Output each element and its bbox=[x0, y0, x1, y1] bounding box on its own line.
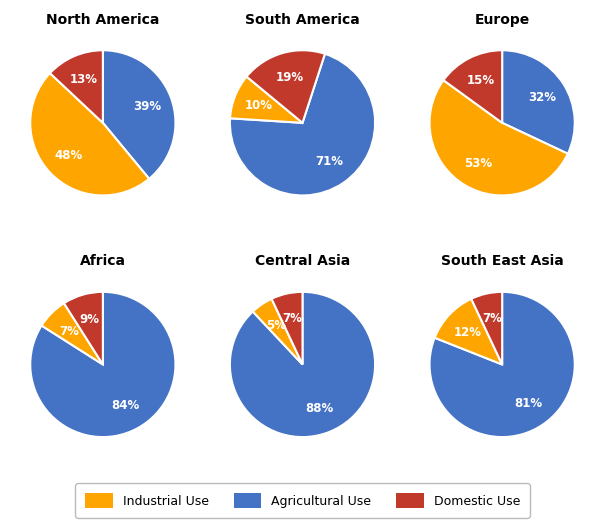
Text: 53%: 53% bbox=[464, 157, 492, 170]
Text: 15%: 15% bbox=[466, 74, 495, 88]
Wedge shape bbox=[247, 50, 325, 123]
Wedge shape bbox=[42, 303, 103, 365]
Text: 13%: 13% bbox=[70, 73, 98, 86]
Legend: Industrial Use, Agricultural Use, Domestic Use: Industrial Use, Agricultural Use, Domest… bbox=[75, 483, 530, 518]
Text: 5%: 5% bbox=[266, 319, 286, 332]
Text: 88%: 88% bbox=[306, 402, 334, 415]
Wedge shape bbox=[103, 50, 175, 179]
Wedge shape bbox=[443, 50, 502, 123]
Wedge shape bbox=[64, 292, 103, 365]
Wedge shape bbox=[253, 299, 302, 365]
Text: 39%: 39% bbox=[133, 101, 162, 113]
Wedge shape bbox=[230, 77, 302, 123]
Wedge shape bbox=[430, 80, 568, 195]
Wedge shape bbox=[50, 50, 103, 123]
Wedge shape bbox=[471, 292, 502, 365]
Text: 71%: 71% bbox=[315, 156, 343, 168]
Text: 7%: 7% bbox=[283, 312, 302, 325]
Title: South East Asia: South East Asia bbox=[441, 254, 563, 268]
Wedge shape bbox=[430, 292, 575, 437]
Text: 12%: 12% bbox=[454, 326, 482, 339]
Text: 10%: 10% bbox=[244, 99, 273, 112]
Text: 7%: 7% bbox=[59, 324, 79, 337]
Text: 19%: 19% bbox=[275, 71, 303, 84]
Wedge shape bbox=[230, 292, 375, 437]
Title: South America: South America bbox=[245, 13, 360, 27]
Wedge shape bbox=[272, 292, 302, 365]
Wedge shape bbox=[30, 73, 149, 195]
Title: Europe: Europe bbox=[474, 13, 530, 27]
Text: 48%: 48% bbox=[54, 149, 82, 161]
Wedge shape bbox=[434, 299, 502, 365]
Title: North America: North America bbox=[46, 13, 160, 27]
Text: 7%: 7% bbox=[482, 312, 502, 325]
Title: Africa: Africa bbox=[80, 254, 126, 268]
Text: 81%: 81% bbox=[515, 397, 543, 410]
Text: 9%: 9% bbox=[80, 313, 100, 325]
Title: Central Asia: Central Asia bbox=[255, 254, 350, 268]
Wedge shape bbox=[502, 50, 575, 154]
Text: 32%: 32% bbox=[528, 91, 556, 104]
Wedge shape bbox=[230, 54, 375, 195]
Text: 84%: 84% bbox=[111, 399, 140, 412]
Wedge shape bbox=[30, 292, 175, 437]
